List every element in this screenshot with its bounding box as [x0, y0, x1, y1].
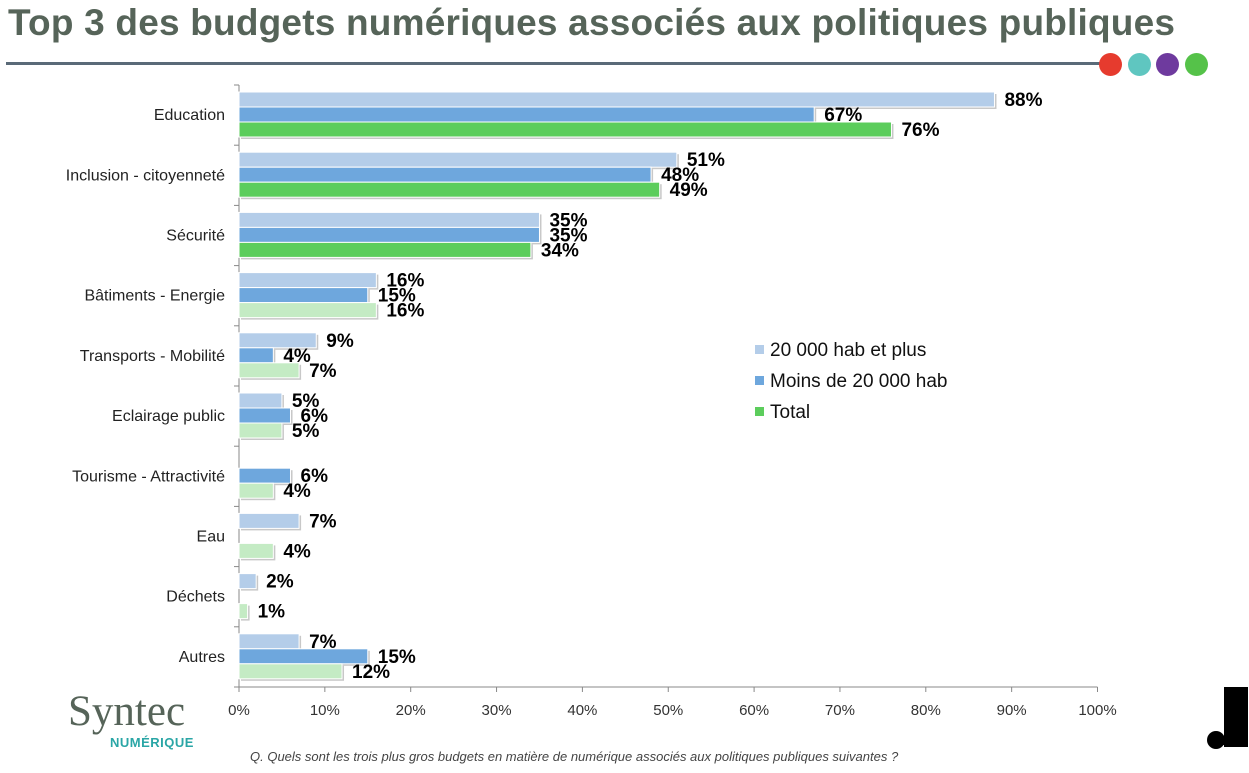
data-label: 12% — [352, 662, 390, 683]
bar-total — [238, 302, 377, 319]
category-label: Transports - Mobilité — [80, 348, 225, 365]
legend-swatch — [755, 345, 764, 354]
x-tick-label: 60% — [739, 702, 769, 719]
bar-20-000-hab-et-plus — [238, 151, 678, 168]
data-label: 48% — [661, 165, 699, 186]
data-label: 6% — [301, 466, 329, 487]
bar-total — [238, 241, 532, 258]
bar-20-000-hab-et-plus — [238, 512, 300, 529]
logo-subtitle: NUMÉRIQUE — [110, 735, 194, 750]
x-tick-label: 50% — [653, 702, 683, 719]
data-label: 4% — [283, 541, 311, 562]
bar-moins-de-20-000-hab — [238, 226, 540, 243]
x-tick-label: 40% — [567, 702, 597, 719]
legend-label: Total — [770, 402, 810, 423]
bar-total — [238, 362, 300, 379]
x-tick-label: 70% — [825, 702, 855, 719]
title-divider — [6, 62, 1106, 65]
data-label: 49% — [670, 180, 708, 201]
category-label: Bâtiments - Energie — [84, 288, 225, 305]
category-label: Eau — [197, 529, 225, 546]
x-tick-label: 30% — [482, 702, 512, 719]
data-label: 16% — [386, 271, 424, 292]
data-label: 35% — [549, 210, 587, 231]
bar-moins-de-20-000-hab — [238, 648, 369, 665]
logo-wordmark: Syntec — [68, 688, 186, 735]
syntec-logo: Syntec NUMÉRIQUE — [68, 690, 194, 750]
x-tick-label: 0% — [228, 702, 250, 719]
legend-swatch — [755, 407, 764, 416]
bar-total — [238, 181, 661, 198]
data-label: 1% — [258, 602, 286, 623]
bar-total — [238, 422, 283, 439]
data-label: 4% — [283, 481, 311, 502]
data-label: 67% — [824, 105, 862, 126]
bar-20-000-hab-et-plus — [238, 91, 995, 108]
data-label: 9% — [326, 331, 354, 352]
x-tick-label: 100% — [1078, 702, 1116, 719]
bar-moins-de-20-000-hab — [238, 287, 369, 304]
bar-moins-de-20-000-hab — [238, 407, 292, 424]
data-label: 2% — [266, 572, 294, 593]
data-label: 88% — [1004, 90, 1042, 111]
bar-total — [238, 542, 274, 559]
category-label: Tourisme - Attractivité — [72, 468, 225, 485]
data-label: 7% — [309, 632, 337, 653]
bar-moins-de-20-000-hab — [238, 166, 652, 183]
category-label: Sécurité — [166, 228, 225, 245]
data-label: 4% — [283, 346, 311, 367]
data-label: 76% — [901, 120, 939, 141]
page-corner-mark — [1207, 687, 1248, 749]
legend-label: 20 000 hab et plus — [770, 340, 926, 361]
data-label: 7% — [309, 361, 337, 382]
legend-label: Moins de 20 000 hab — [770, 371, 947, 392]
data-label: 51% — [687, 150, 725, 171]
data-label: 5% — [292, 421, 320, 442]
bar-20-000-hab-et-plus — [238, 272, 377, 289]
category-label: Déchets — [166, 589, 225, 606]
brand-dot-purple — [1156, 53, 1179, 76]
x-tick-label: 20% — [396, 702, 426, 719]
data-label: 15% — [378, 647, 416, 668]
bar-20-000-hab-et-plus — [238, 633, 300, 650]
brand-dot-teal — [1128, 53, 1151, 76]
category-label: Eclairage public — [112, 408, 225, 425]
data-label: 15% — [378, 286, 416, 307]
bar-total — [238, 482, 274, 499]
bar-total — [238, 663, 343, 680]
bar-total — [238, 603, 249, 620]
x-tick-label: 90% — [997, 702, 1027, 719]
data-label: 35% — [549, 225, 587, 246]
category-label: Education — [154, 107, 225, 124]
bar-total — [238, 121, 892, 138]
data-label: 7% — [309, 511, 337, 532]
data-label: 34% — [541, 240, 579, 261]
bar-moins-de-20-000-hab — [238, 347, 274, 364]
brand-dot-red — [1099, 53, 1122, 76]
category-label: Autres — [179, 649, 225, 666]
bar-20-000-hab-et-plus — [238, 573, 257, 590]
survey-question: Q. Quels sont les trois plus gros budget… — [250, 749, 899, 764]
bar-20-000-hab-et-plus — [238, 392, 283, 409]
x-tick-label: 10% — [310, 702, 340, 719]
category-label: Inclusion - citoyenneté — [66, 167, 225, 184]
brand-dot-green — [1185, 53, 1208, 76]
bar-20-000-hab-et-plus — [238, 332, 317, 349]
chart-title: Top 3 des budgets numériques associés au… — [8, 2, 1176, 43]
bar-moins-de-20-000-hab — [238, 106, 815, 123]
data-label: 6% — [301, 406, 329, 427]
bar-20-000-hab-et-plus — [238, 211, 540, 228]
data-label: 16% — [386, 301, 424, 322]
legend-swatch — [755, 376, 764, 385]
x-tick-label: 80% — [911, 702, 941, 719]
data-label: 5% — [292, 391, 320, 412]
